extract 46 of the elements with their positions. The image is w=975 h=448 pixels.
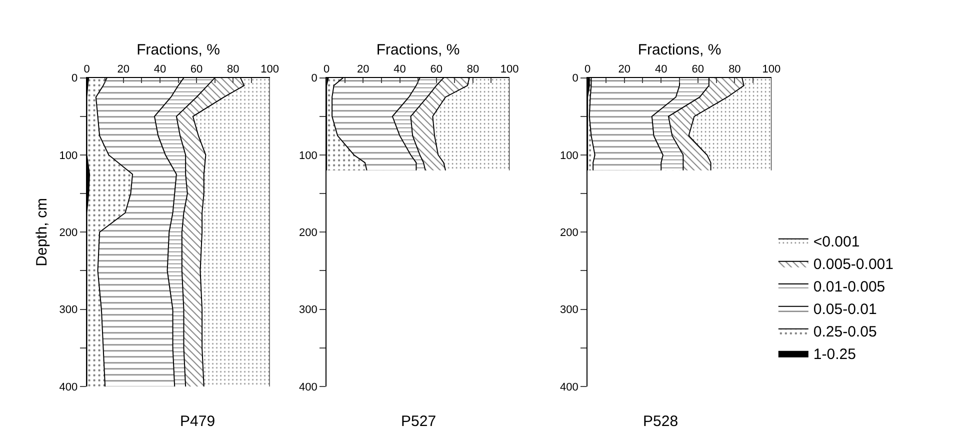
x-tick-label: 20	[618, 63, 630, 76]
x-tick-label: 0	[324, 63, 330, 76]
text: P527	[401, 413, 436, 430]
y-tick-label: 200	[560, 227, 578, 239]
x-tick-label: 100	[500, 63, 519, 76]
x-tick-label: 40	[654, 63, 668, 76]
legend-label: <0.001	[813, 234, 860, 251]
x-tick-label: 0	[584, 63, 591, 76]
y-tick-label: 200	[299, 227, 318, 239]
y-tick-label: 0	[572, 72, 578, 85]
x-tick-label: 20	[357, 63, 370, 76]
x-tick-label: 60	[430, 63, 442, 76]
legend-label: 0.25-0.05	[813, 324, 877, 341]
x-tick-label: 20	[117, 63, 130, 76]
legend-label: 0.01-0.005	[813, 278, 886, 296]
x-axis-title: Fractions, %	[136, 42, 220, 59]
x-axis-title: Fractions, %	[376, 42, 460, 59]
x-tick-label: 80	[466, 63, 480, 76]
text: P528	[643, 413, 678, 430]
legend-label: 0.005-0.001	[813, 256, 894, 274]
y-axis-title: Depth, cm	[33, 198, 50, 266]
y-tick-label: 400	[59, 381, 78, 394]
text: P479	[180, 413, 216, 430]
legend-label: 1-0.25	[813, 346, 856, 364]
y-tick-label: 100	[59, 150, 78, 162]
y-tick-label: 300	[59, 304, 78, 316]
y-tick-label: 0	[311, 72, 318, 85]
y-tick-label: 100	[560, 150, 578, 162]
x-tick-label: 40	[394, 63, 406, 76]
y-tick-label: 300	[560, 304, 578, 316]
x-tick-label: 80	[227, 63, 240, 76]
x-tick-label: 40	[154, 63, 166, 76]
y-tick-label: 0	[71, 72, 78, 85]
y-tick-label: 200	[59, 227, 78, 239]
x-tick-label: 60	[190, 63, 203, 76]
x-tick-label: 100	[762, 63, 781, 76]
x-axis-title: Fractions, %	[638, 42, 722, 59]
y-tick-label: 400	[299, 381, 318, 394]
y-tick-label: 100	[299, 150, 318, 162]
x-tick-label: 0	[84, 63, 90, 76]
x-tick-label: 80	[728, 63, 741, 76]
x-tick-label: 100	[260, 63, 279, 76]
legend-label: 0.05-0.01	[813, 301, 877, 318]
y-tick-label: 300	[299, 304, 318, 316]
x-tick-label: 60	[692, 63, 704, 76]
y-tick-label: 400	[560, 381, 578, 394]
